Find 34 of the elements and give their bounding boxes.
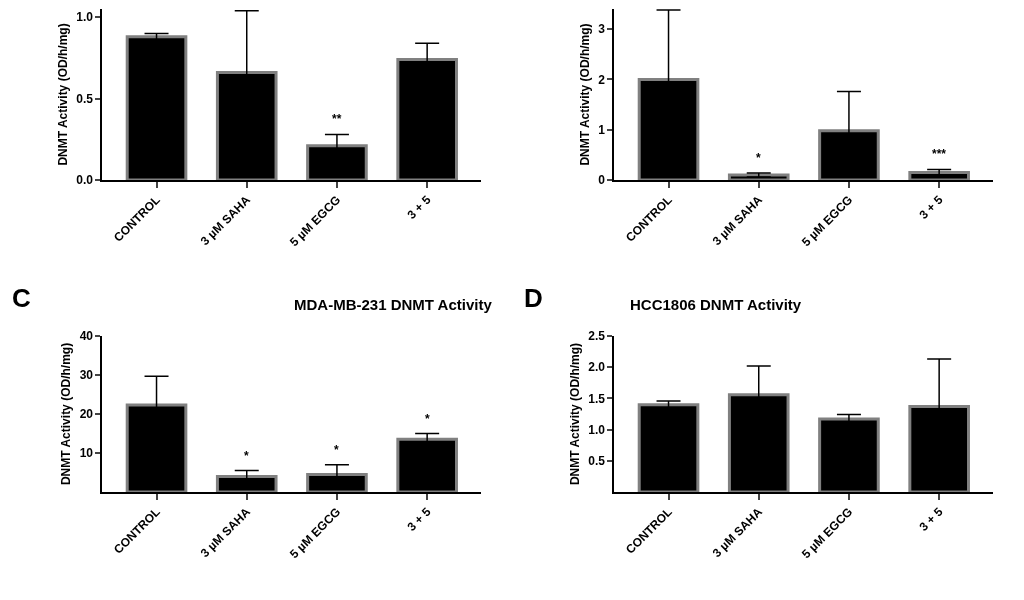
y-tick-label: 2 xyxy=(598,72,606,87)
text: D xyxy=(524,283,543,313)
annotation: * xyxy=(334,443,339,457)
annotation: *** xyxy=(932,147,947,161)
y-tick-label: 20 xyxy=(79,407,94,422)
y-tick-label: 0.5 xyxy=(588,454,606,468)
y-tick-label: 1.0 xyxy=(76,10,94,25)
x-tick-label: 3 + 5 xyxy=(916,192,946,222)
y-tick-label: 0 xyxy=(598,173,606,188)
y-tick-label: 0.5 xyxy=(76,91,94,106)
annotation: * xyxy=(425,412,430,426)
y-axis-title: DNMT Activity (OD/h/mg) xyxy=(578,23,593,166)
x-tick-label: 3 + 5 xyxy=(916,504,946,534)
y-tick-label: 1.0 xyxy=(588,422,606,437)
y-axis-title: DNMT Activity (OD/h/mg) xyxy=(56,23,71,166)
y-axis-title: DNMT Activity (OD/h/mg) xyxy=(59,342,74,486)
x-tick-label: 3 + 5 xyxy=(404,504,434,534)
chart-title: HCC1806 DNMT Activity xyxy=(630,296,802,313)
x-tick-label: 3 + 5 xyxy=(404,192,434,222)
y-tick-label: 40 xyxy=(79,329,94,344)
y-axis-title: DNMT Activity (OD/h/mg) xyxy=(568,342,583,486)
y-tick-label: 1 xyxy=(598,122,606,137)
chart-title: MDA-MB-231 DNMT Activity xyxy=(294,296,493,313)
y-tick-label: 3 xyxy=(598,22,606,37)
text: C xyxy=(12,283,31,313)
annotation: * xyxy=(244,449,249,463)
y-tick-label: 2.0 xyxy=(588,360,606,375)
y-tick-label: 10 xyxy=(79,446,94,461)
y-tick-label: 1.5 xyxy=(588,391,606,406)
annotation: * xyxy=(756,151,761,165)
y-tick-label: 0.0 xyxy=(76,173,94,188)
annotation: ** xyxy=(332,112,342,126)
y-tick-label: 2.5 xyxy=(588,329,606,344)
y-tick-label: 30 xyxy=(79,368,94,383)
